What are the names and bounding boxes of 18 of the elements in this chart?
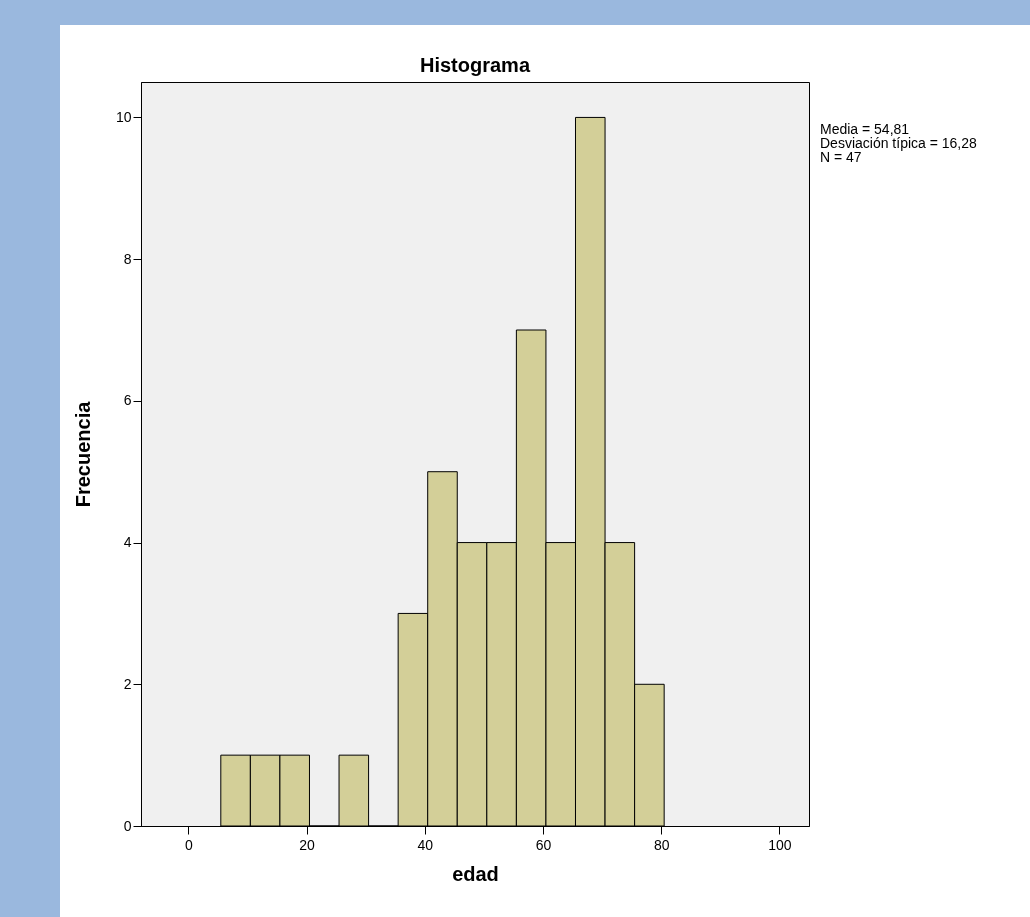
x-tick-label: 20 <box>299 836 316 853</box>
x-tick-label: 60 <box>535 836 552 853</box>
y-tick-label: 2 <box>123 675 132 692</box>
x-tick-label: 40 <box>417 836 434 853</box>
text: N = 47 <box>820 149 863 165</box>
x-tick-label: 0 <box>184 836 193 853</box>
y-tick-label: 4 <box>123 534 132 551</box>
text: Media = 54,81 <box>820 121 911 137</box>
chart-title: Histograma <box>419 54 531 76</box>
x-tick-label: 80 <box>653 836 670 853</box>
y-tick-label: 6 <box>123 392 132 409</box>
text: Desviación típica = 16,28 <box>820 135 977 151</box>
y-tick-label: 10 <box>115 108 132 125</box>
y-tick-label: 0 <box>123 817 132 834</box>
x-tick-label: 100 <box>768 836 792 853</box>
y-axis-title: Frecuencia <box>71 400 94 508</box>
x-axis-title: edad <box>452 862 499 885</box>
y-tick-label: 8 <box>123 250 132 267</box>
